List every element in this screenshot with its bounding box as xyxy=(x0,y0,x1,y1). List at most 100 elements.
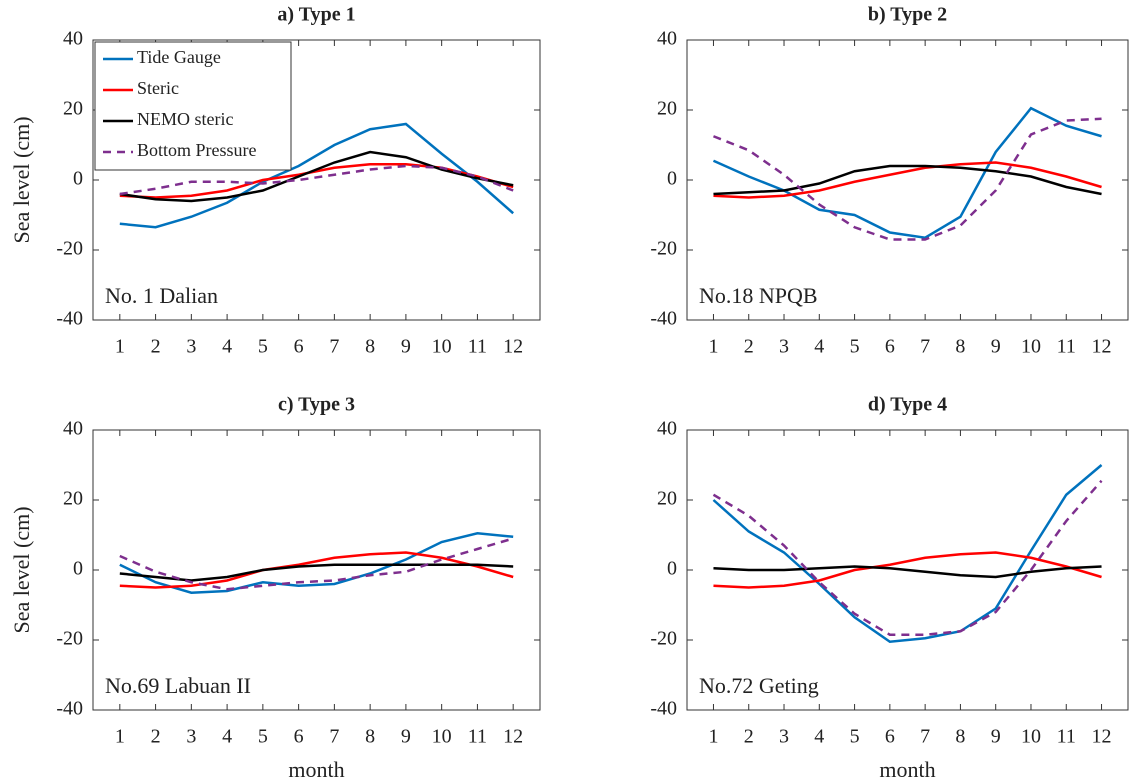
legend-box xyxy=(94,41,292,171)
y-tick-label: -20 xyxy=(650,628,677,650)
y-tick-label: 20 xyxy=(63,488,83,510)
x-tick-label: 1 xyxy=(115,336,125,358)
x-tick-label: 11 xyxy=(1057,726,1076,748)
y-axis-label: Sea level (cm) xyxy=(9,116,34,243)
x-tick-label: 2 xyxy=(151,336,161,358)
annotation: No.72 Geting xyxy=(699,673,819,698)
x-tick-label: 12 xyxy=(503,336,523,358)
y-tick-label: -20 xyxy=(56,628,83,650)
x-tick-label: 1 xyxy=(708,336,718,358)
y-tick-label: -20 xyxy=(56,238,83,260)
y-tick-label: 20 xyxy=(657,98,677,120)
series-line xyxy=(712,464,1103,644)
x-tick-label: 12 xyxy=(503,726,523,748)
x-tick-label: 7 xyxy=(920,726,930,748)
series-line xyxy=(713,161,1102,199)
x-tick-label: 6 xyxy=(294,726,304,748)
axes-box xyxy=(686,39,1129,321)
series-line xyxy=(119,164,514,196)
y-tick-label: 0 xyxy=(73,558,83,580)
y-tick-label: 0 xyxy=(667,558,677,580)
series-line xyxy=(713,164,1102,196)
legend-label: NEMO steric xyxy=(137,109,233,129)
annotation: No.69 Labuan II xyxy=(105,673,251,698)
x-tick-label: 11 xyxy=(468,336,487,358)
y-tick-label: 40 xyxy=(657,28,677,50)
y-tick-label: 20 xyxy=(63,98,83,120)
x-tick-label: 1 xyxy=(708,726,718,748)
x-axis-label: month xyxy=(879,757,935,782)
annotation: No. 1 Dalian xyxy=(105,283,218,308)
x-tick-label: 3 xyxy=(186,726,196,748)
y-tick-label: 0 xyxy=(667,168,677,190)
x-tick-label: 8 xyxy=(955,336,965,358)
x-tick-label: 12 xyxy=(1092,726,1112,748)
y-tick-label: 20 xyxy=(657,488,677,510)
x-tick-label: 9 xyxy=(401,726,411,748)
x-tick-label: 10 xyxy=(1021,336,1041,358)
x-tick-label: 9 xyxy=(991,726,1001,748)
x-axis-label: month xyxy=(288,757,344,782)
legend-label: Steric xyxy=(137,78,179,98)
series-line xyxy=(712,479,1103,636)
y-tick-label: -20 xyxy=(650,238,677,260)
x-tick-label: 2 xyxy=(744,726,754,748)
x-tick-label: 7 xyxy=(329,336,339,358)
panel-title: b) Type 2 xyxy=(868,4,947,26)
legend-label: Tide Gauge xyxy=(137,47,221,67)
y-tick-label: 40 xyxy=(63,418,83,440)
x-tick-label: 11 xyxy=(468,726,487,748)
x-tick-label: 5 xyxy=(850,336,860,358)
series-line xyxy=(119,563,514,582)
x-tick-label: 5 xyxy=(258,336,268,358)
x-tick-label: 4 xyxy=(814,336,824,358)
x-tick-label: 3 xyxy=(186,336,196,358)
axes-box xyxy=(92,429,541,711)
x-tick-label: 10 xyxy=(432,336,452,358)
x-tick-label: 11 xyxy=(1057,336,1076,358)
x-tick-label: 3 xyxy=(779,336,789,358)
x-tick-label: 10 xyxy=(1021,726,1041,748)
y-tick-label: -40 xyxy=(56,698,83,720)
x-tick-label: 7 xyxy=(329,726,339,748)
y-tick-label: -40 xyxy=(650,698,677,720)
y-tick-label: 0 xyxy=(73,168,83,190)
x-tick-label: 8 xyxy=(365,336,375,358)
x-tick-label: 2 xyxy=(151,726,161,748)
y-tick-label: 40 xyxy=(657,418,677,440)
x-tick-label: 4 xyxy=(814,726,824,748)
series-line xyxy=(119,163,514,199)
x-tick-label: 1 xyxy=(115,726,125,748)
series-line xyxy=(119,122,515,229)
series-line xyxy=(713,565,1102,579)
x-tick-label: 2 xyxy=(744,336,754,358)
series-line xyxy=(119,551,514,589)
series-line xyxy=(119,537,514,591)
series-line xyxy=(119,150,514,203)
x-tick-label: 5 xyxy=(258,726,268,748)
series-line xyxy=(713,551,1102,589)
x-tick-label: 10 xyxy=(432,726,452,748)
y-tick-label: 40 xyxy=(63,28,83,50)
x-tick-label: 12 xyxy=(1092,336,1112,358)
x-tick-label: 3 xyxy=(779,726,789,748)
annotation: No.18 NPQB xyxy=(699,283,818,308)
x-tick-label: 7 xyxy=(920,336,930,358)
x-tick-label: 9 xyxy=(401,336,411,358)
panel-title: c) Type 3 xyxy=(278,394,355,416)
y-tick-label: -40 xyxy=(56,308,83,330)
panel-title: d) Type 4 xyxy=(868,394,947,416)
x-tick-label: 6 xyxy=(294,336,304,358)
series-line xyxy=(712,117,1102,241)
series-line xyxy=(119,531,514,595)
panel-title: a) Type 1 xyxy=(277,4,355,26)
x-tick-label: 8 xyxy=(365,726,375,748)
x-tick-label: 8 xyxy=(955,726,965,748)
series-line xyxy=(712,106,1102,240)
y-tick-label: -40 xyxy=(650,308,677,330)
x-tick-label: 9 xyxy=(991,336,1001,358)
x-tick-label: 4 xyxy=(222,726,232,748)
x-tick-label: 4 xyxy=(222,336,232,358)
x-tick-label: 6 xyxy=(885,336,895,358)
